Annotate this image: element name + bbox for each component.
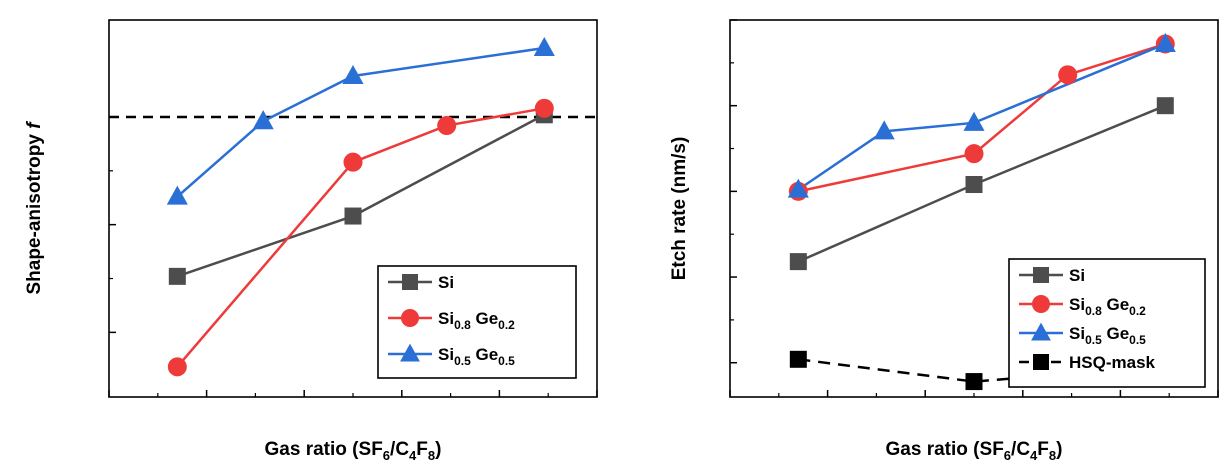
data-point-1-1 (343, 152, 363, 172)
legend-label-1: Si0.8 Ge0.2 (438, 309, 515, 332)
data-point-3-1 (965, 373, 983, 391)
data-point-1-0 (167, 357, 187, 377)
legend-marker-1 (401, 309, 419, 327)
legend-label-2: Si0.5 Ge0.5 (438, 345, 515, 368)
legend-label-0: Si (1069, 266, 1085, 285)
series-line-2 (797, 42, 1166, 191)
data-point-2-2 (963, 111, 985, 131)
series-line-1 (176, 107, 545, 368)
data-point-1-1 (964, 144, 984, 164)
legend-label-0: Si (438, 273, 454, 292)
legend-marker-1 (1032, 295, 1050, 313)
x-axis-label: Gas ratio (SF6/C4F8) (886, 439, 1063, 463)
legend-marker-0 (402, 274, 418, 290)
data-point-2-3 (533, 36, 555, 57)
data-point-2-1 (252, 110, 274, 130)
legend: Si Si0.8 Ge0.2 Si0.5 Ge0.5 HSQ-mask (1008, 258, 1206, 388)
data-point-1-2 (1058, 65, 1078, 85)
series-line-2 (176, 46, 545, 198)
legend-label-2: Si0.5 Ge0.5 (1069, 324, 1146, 347)
data-point-1-3 (534, 98, 554, 118)
x-axis-label: Gas ratio (SF6/C4F8) (265, 439, 442, 463)
data-point-0-1 (344, 207, 362, 225)
y-axis-label: Etch rate (nm/s) (669, 137, 690, 281)
y-axis-label: Shape-anisotropy f (24, 121, 45, 295)
legend-marker-2 (400, 343, 420, 362)
data-point-0-2 (1156, 97, 1174, 115)
legend-label-1: Si0.8 Ge0.2 (1069, 295, 1146, 318)
data-point-2-2 (342, 64, 364, 85)
data-point-2-0 (166, 185, 188, 205)
legend-marker-0 (1033, 267, 1049, 283)
legend-marker-2 (1031, 322, 1051, 341)
data-point-2-1 (873, 120, 895, 140)
data-point-0-0 (789, 253, 807, 271)
series-line-0 (176, 113, 545, 278)
legend-marker-3 (1033, 354, 1049, 370)
legend: Si Si0.8 Ge0.2 Si0.5 Ge0.5 (377, 265, 577, 379)
data-point-3-0 (789, 350, 807, 368)
series-line-1 (798, 42, 1166, 193)
data-point-0-0 (168, 267, 186, 285)
legend-label-3: HSQ-mask (1069, 353, 1156, 372)
data-point-1-2 (437, 116, 457, 136)
chart-panel-b: Gas ratio (SF6/C4F8)Etch rate (nm/s) SiSi… (669, 19, 1219, 463)
data-point-2-0 (787, 178, 809, 198)
data-point-2-3 (1154, 32, 1176, 53)
data-point-0-1 (965, 176, 983, 194)
chart-panel-a: Gas ratio (SF6/C4F8) Shape-anisotropy f Si… (24, 19, 598, 463)
